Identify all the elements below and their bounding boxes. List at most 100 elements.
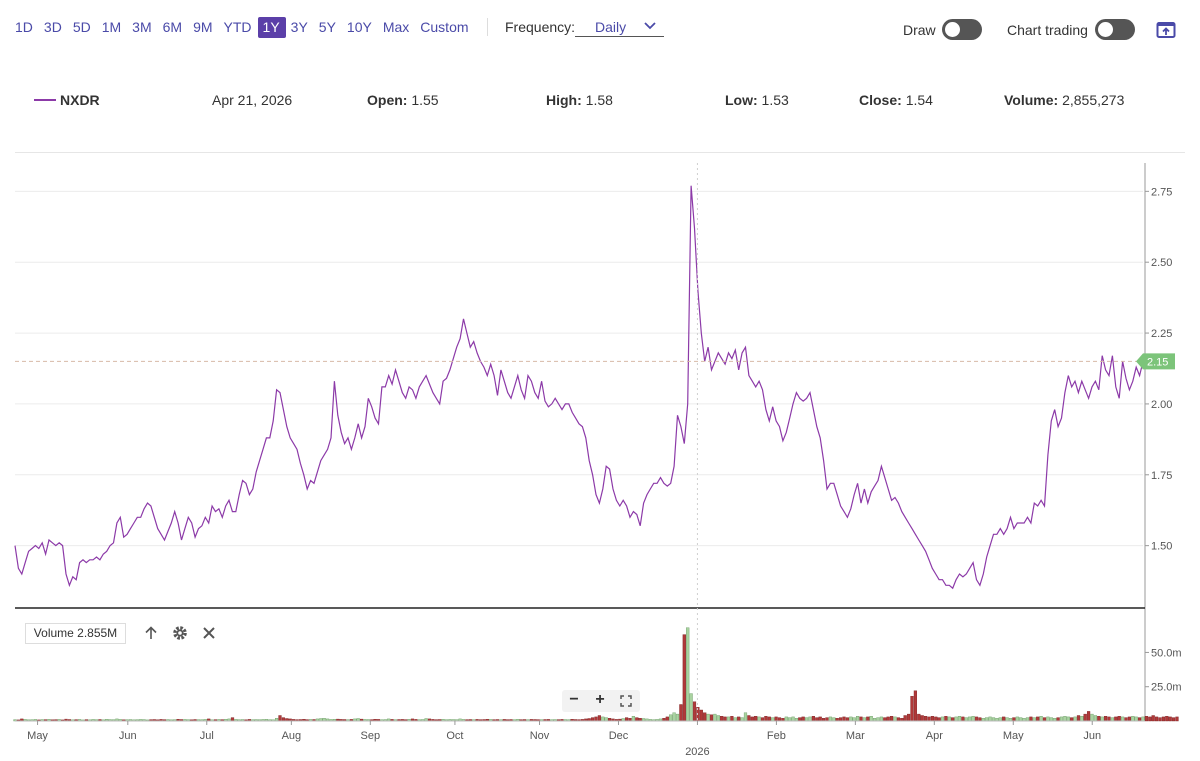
range-button-3d[interactable]: 3D bbox=[43, 19, 62, 35]
volume-bar bbox=[733, 717, 737, 722]
volume-bar bbox=[591, 717, 595, 722]
volume-bar bbox=[924, 716, 928, 722]
zoom-controls: − + bbox=[562, 690, 640, 712]
volume-bar bbox=[709, 714, 714, 722]
volume-bar bbox=[879, 716, 883, 722]
x-tick-label: Oct bbox=[446, 730, 463, 742]
volume-bar bbox=[927, 716, 931, 722]
volume-bar bbox=[706, 713, 710, 722]
frequency-select[interactable]: Daily bbox=[575, 17, 664, 37]
volume-bar bbox=[907, 713, 911, 722]
price-chart[interactable]: 1.50 1.75 2.00 2.25 2.50 2.75 2.15 25.0m 50.0m Ma… bbox=[0, 155, 1200, 761]
volume-bar bbox=[920, 715, 924, 722]
volume-bar bbox=[777, 717, 782, 722]
volume-bar bbox=[679, 704, 683, 722]
volume-bar bbox=[774, 716, 778, 722]
volume-bar bbox=[832, 717, 836, 722]
range-button-3m[interactable]: 3M bbox=[132, 19, 152, 35]
range-button-custom[interactable]: Custom bbox=[420, 19, 469, 35]
volume-bar bbox=[869, 716, 873, 722]
volume-bar bbox=[788, 717, 792, 722]
volume-bar bbox=[1093, 715, 1097, 722]
volume-bar bbox=[689, 693, 693, 722]
volume-bar bbox=[1086, 711, 1091, 722]
range-button-1d[interactable]: 1D bbox=[15, 19, 33, 35]
volume-bar bbox=[784, 716, 788, 722]
zoom-in-button[interactable]: + bbox=[595, 691, 605, 708]
range-button-10y[interactable]: 10Y bbox=[346, 19, 372, 35]
volume-bar bbox=[1097, 716, 1101, 722]
volume-bar bbox=[1114, 716, 1118, 722]
volume-bar bbox=[913, 690, 917, 722]
volume-bar bbox=[1124, 717, 1128, 722]
volume-bar bbox=[686, 627, 690, 722]
volume-bar bbox=[767, 716, 771, 722]
draw-toggle[interactable] bbox=[942, 19, 982, 40]
range-button-3y[interactable]: 3Y bbox=[290, 19, 308, 35]
range-button-max[interactable]: Max bbox=[382, 19, 410, 35]
volume-bar bbox=[1066, 716, 1070, 722]
volume-bar bbox=[699, 709, 703, 722]
volume-bar bbox=[998, 717, 1002, 722]
volume-bar bbox=[1127, 716, 1131, 722]
export-icon[interactable] bbox=[1156, 21, 1176, 39]
volume-bar bbox=[625, 717, 629, 722]
chart-trading-toggle[interactable] bbox=[1095, 19, 1135, 40]
volume-bar bbox=[903, 715, 907, 722]
volume-bar bbox=[737, 716, 741, 722]
y-tick-label: 2.50 bbox=[1151, 257, 1172, 269]
range-button-1m[interactable]: 1M bbox=[101, 19, 122, 35]
volume-bar bbox=[1117, 716, 1121, 722]
volume-bar bbox=[754, 716, 758, 722]
range-button-5y[interactable]: 5Y bbox=[318, 19, 336, 35]
volume-bar bbox=[849, 716, 853, 722]
toggle-knob bbox=[945, 22, 960, 37]
volume-bar bbox=[808, 716, 812, 722]
volume-bar bbox=[675, 713, 680, 722]
volume-bar bbox=[1107, 716, 1111, 722]
volume-bar bbox=[1015, 716, 1019, 722]
gear-icon[interactable] bbox=[171, 624, 189, 642]
volume-bar bbox=[1056, 717, 1060, 722]
volume-bar bbox=[1070, 717, 1074, 722]
range-button-1y[interactable]: 1Y bbox=[257, 17, 286, 38]
open-value: Open: 1.55 bbox=[367, 92, 439, 108]
x-tick-label: Feb bbox=[767, 730, 786, 742]
volume-bar bbox=[842, 716, 846, 722]
ohlc-info-row: NXDR Apr 21, 2026 Open: 1.55 High: 1.58 … bbox=[0, 90, 1200, 112]
close-icon[interactable] bbox=[200, 624, 218, 642]
volume-bar bbox=[665, 716, 669, 722]
volume-bar bbox=[825, 717, 829, 722]
volume-bar bbox=[944, 716, 948, 722]
volume-bar bbox=[771, 717, 775, 722]
range-button-5d[interactable]: 5D bbox=[72, 19, 91, 35]
volume-bar bbox=[883, 717, 887, 722]
volume-bar bbox=[1063, 716, 1067, 722]
header-divider bbox=[15, 152, 1185, 153]
volume-bar bbox=[866, 716, 870, 722]
volume-bar bbox=[1029, 716, 1033, 722]
range-button-6m[interactable]: 6M bbox=[162, 19, 183, 35]
volume-bar bbox=[951, 717, 955, 722]
range-button-9m[interactable]: 9M bbox=[193, 19, 213, 35]
range-button-ytd[interactable]: YTD bbox=[223, 19, 252, 35]
volume-bar bbox=[917, 713, 921, 722]
volume-bar bbox=[818, 716, 822, 722]
volume-bar bbox=[798, 717, 802, 722]
zoom-out-button[interactable]: − bbox=[569, 691, 579, 708]
volume-bar bbox=[859, 716, 863, 722]
volume-bar bbox=[597, 715, 601, 722]
volume-bar bbox=[1073, 716, 1077, 722]
series-legend-swatch bbox=[34, 99, 56, 101]
volume-indicator-label[interactable]: Volume 2.855M bbox=[25, 623, 126, 644]
volume-bar bbox=[1025, 717, 1030, 722]
volume-bar bbox=[856, 716, 860, 722]
y-tick-label: 1.75 bbox=[1151, 470, 1172, 482]
fullscreen-icon[interactable] bbox=[620, 695, 632, 707]
x-tick-label: Jun bbox=[119, 730, 137, 742]
arrow-up-icon[interactable] bbox=[142, 624, 160, 642]
x-tick-label: Dec bbox=[609, 730, 629, 742]
volume-bar bbox=[971, 716, 975, 722]
y-tick-label: 2.00 bbox=[1151, 399, 1172, 411]
volume-bar bbox=[828, 716, 832, 722]
